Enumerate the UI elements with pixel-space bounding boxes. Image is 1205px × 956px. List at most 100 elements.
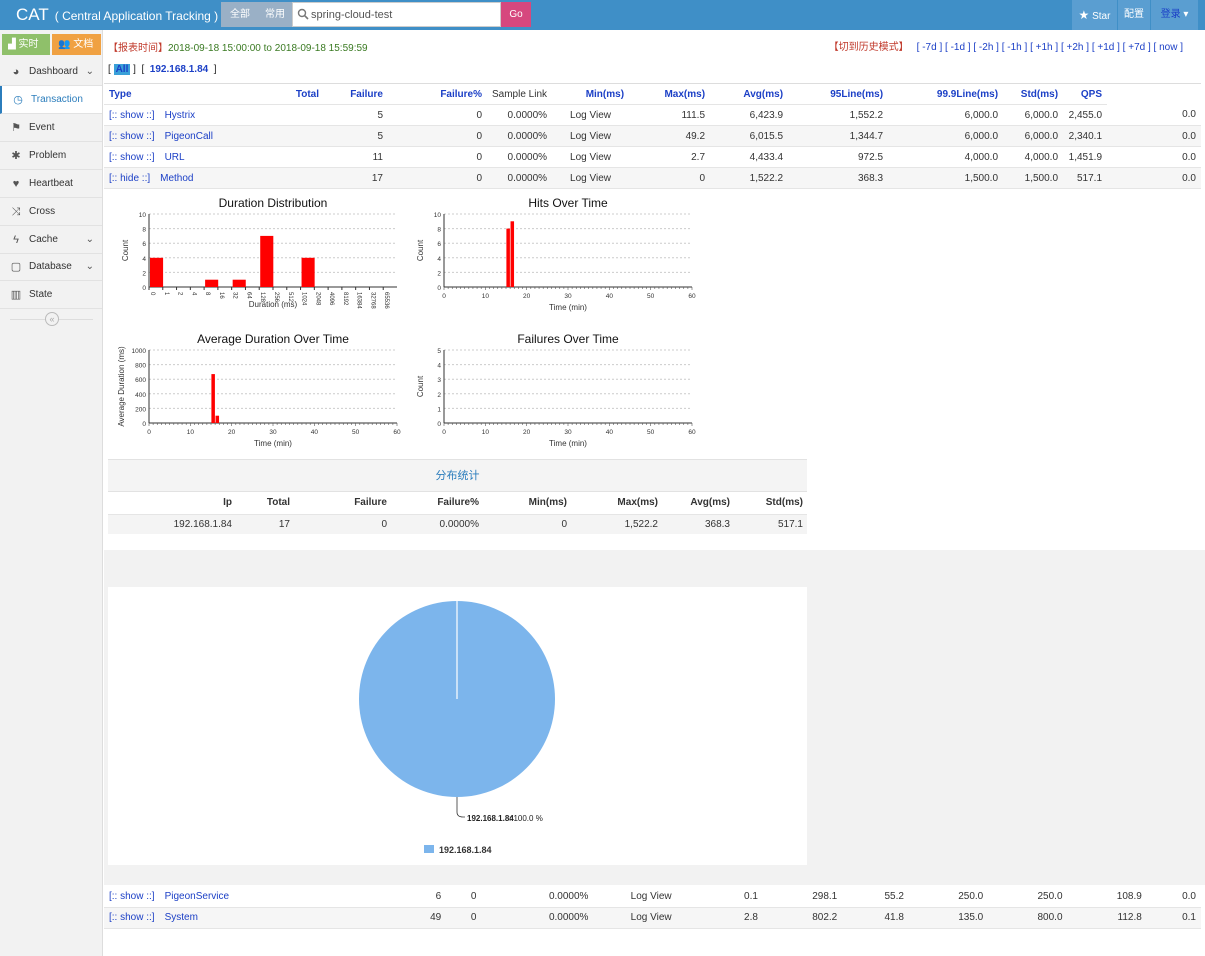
sidebar-item-database[interactable]: ▢ Database ⌄	[0, 253, 102, 281]
type-link[interactable]: PigeonCall	[164, 130, 213, 142]
sidebar-item-transaction[interactable]: ◷ Transaction	[0, 86, 102, 114]
legend-swatch[interactable]	[424, 845, 434, 853]
chevron-down-icon[interactable]: ⌄	[85, 66, 94, 77]
history-mode-link[interactable]: 【切到历史模式】	[828, 42, 909, 53]
history-link[interactable]: [ -1h ]	[1001, 42, 1028, 53]
cell: 192.168.1.84	[108, 514, 236, 534]
column-header[interactable]: Type	[104, 83, 164, 105]
x-tick-label: 1	[163, 292, 169, 296]
login-button[interactable]: 登录 ▾	[1151, 0, 1198, 30]
x-tick-label: 30	[564, 293, 572, 300]
min-cell: 49.2	[629, 125, 711, 147]
toggle-link[interactable]: [:: show ::]	[109, 151, 155, 163]
x-tick-label: 10	[482, 293, 490, 300]
log-view-link[interactable]: Log View	[552, 146, 630, 168]
legend-label[interactable]: 192.168.1.84	[439, 845, 492, 855]
history-link[interactable]: [ +1d ]	[1091, 42, 1120, 53]
column-header[interactable]: 99.9Line(ms)	[888, 83, 1004, 105]
config-button[interactable]: 配置	[1118, 0, 1150, 30]
main-content: 【报表时间】2018-09-18 15:00:00 to 2018-09-18 …	[104, 30, 1205, 956]
type-link[interactable]: URL	[164, 151, 185, 163]
realtime-button[interactable]: ▟ 实时	[2, 34, 50, 55]
sidebar-item-label: Database	[29, 261, 72, 272]
distribution-table: Ip Total Failure Failure% Min(ms) Max(ms) Avg(…	[108, 492, 807, 534]
l999-cell: 4,000.0	[1003, 146, 1064, 168]
scope-common-button[interactable]: 常用	[256, 2, 294, 27]
log-view-link[interactable]: Log View	[552, 167, 630, 189]
x-tick-label: 40	[606, 429, 614, 436]
column-header[interactable]: Total	[164, 83, 324, 105]
brand[interactable]: CAT ( Central Application Tracking )	[16, 5, 218, 25]
qps-cell: 0.0	[1107, 167, 1201, 189]
l999-cell: 6,000.0	[1003, 104, 1064, 126]
column-header[interactable]: Failure%	[388, 83, 487, 105]
sidebar-item-label: Cross	[29, 206, 56, 217]
type-cell: [:: show ::] System	[104, 907, 399, 929]
history-link[interactable]: [ -1d ]	[945, 42, 971, 53]
log-view-link[interactable]: Log View	[593, 907, 709, 929]
search-icon	[297, 8, 309, 20]
log-view-link[interactable]: Log View	[552, 104, 630, 126]
sidebar-item-event[interactable]: ⚑ Event	[0, 114, 102, 142]
chevron-down-icon[interactable]: ⌄	[85, 261, 94, 272]
column-header[interactable]: 95Line(ms)	[788, 83, 889, 105]
bar	[260, 235, 274, 287]
column-header[interactable]: Failure	[324, 83, 388, 105]
y-tick-label: 4	[437, 363, 441, 370]
go-button[interactable]: Go	[501, 2, 531, 27]
docs-button[interactable]: 👥 文档	[52, 34, 101, 55]
y-tick-label: 6	[142, 241, 146, 248]
sidebar-item-problem[interactable]: ✱ Problem	[0, 142, 102, 170]
log-view-link[interactable]: Log View	[552, 125, 630, 147]
toggle-link[interactable]: [:: show ::]	[109, 890, 155, 902]
bar	[510, 221, 515, 287]
sidebar-item-dashboard[interactable]: ◕ Dashboard ⌄	[0, 58, 102, 86]
log-view-link[interactable]: Log View	[593, 886, 709, 908]
column-header[interactable]: Std(ms)	[1003, 83, 1064, 105]
y-tick-label: 600	[135, 377, 146, 384]
type-link[interactable]: System	[164, 912, 198, 923]
x-axis-label: Duration (ms)	[249, 300, 298, 309]
history-link[interactable]: [ -7d ]	[916, 42, 943, 53]
sidebar-item-state[interactable]: ▥ State	[0, 281, 102, 309]
total-cell: 6	[398, 886, 447, 908]
collapse-sidebar-icon[interactable]: «	[45, 312, 59, 326]
type-link[interactable]: Hystrix	[164, 109, 196, 121]
toggle-link[interactable]: [:: show ::]	[109, 130, 155, 142]
min-cell: 2.7	[629, 146, 711, 168]
history-link[interactable]: [ +2h ]	[1060, 42, 1090, 53]
toggle-link[interactable]: [:: hide ::]	[109, 172, 151, 184]
x-tick-label: 20	[523, 293, 531, 300]
y-axis-label: Count	[416, 375, 425, 397]
column-header[interactable]: Max(ms)	[629, 83, 711, 105]
column-header[interactable]: QPS	[1063, 83, 1108, 105]
y-tick-label: 0	[437, 285, 441, 292]
min-cell: 2.8	[708, 907, 763, 929]
sidebar-item-label: Dashboard	[29, 66, 78, 77]
chevron-down-icon[interactable]: ⌄	[85, 234, 94, 245]
type-link[interactable]: PigeonService	[164, 890, 230, 902]
ip-link[interactable]: 192.168.1.84	[149, 64, 209, 75]
x-tick-label: 4096	[328, 292, 334, 306]
sidebar-item-cross[interactable]: ⤨ Cross	[0, 198, 102, 226]
sidebar-item-cache[interactable]: ϟ Cache ⌄	[0, 226, 102, 254]
type-cell: [:: show ::] PigeonService	[104, 886, 399, 908]
max-cell: 1,522.2	[710, 167, 789, 189]
sidebar-item-heartbeat[interactable]: ♥ Heartbeat	[0, 170, 102, 198]
toggle-link[interactable]: [:: show ::]	[109, 109, 155, 121]
min-cell: 111.5	[629, 104, 711, 126]
toggle-link[interactable]: [:: show ::]	[109, 912, 155, 923]
type-link[interactable]: Method	[160, 172, 194, 184]
column-header: Std(ms)	[734, 492, 807, 515]
history-link[interactable]: [ +7d ]	[1122, 42, 1151, 53]
domain-search-input[interactable]: spring-cloud-test	[292, 2, 501, 27]
history-link[interactable]: [ now ]	[1153, 42, 1183, 53]
star-button[interactable]: ★ Star	[1072, 0, 1117, 30]
ip-all-link[interactable]: All	[113, 64, 131, 75]
scope-all-button[interactable]: 全部	[221, 2, 259, 27]
history-link[interactable]: [ -2h ]	[973, 42, 999, 53]
x-tick-label: 1024	[301, 292, 307, 306]
history-link[interactable]: [ +1h ]	[1030, 42, 1059, 53]
column-header[interactable]: Avg(ms)	[710, 83, 789, 105]
column-header[interactable]: Min(ms)	[552, 83, 630, 105]
